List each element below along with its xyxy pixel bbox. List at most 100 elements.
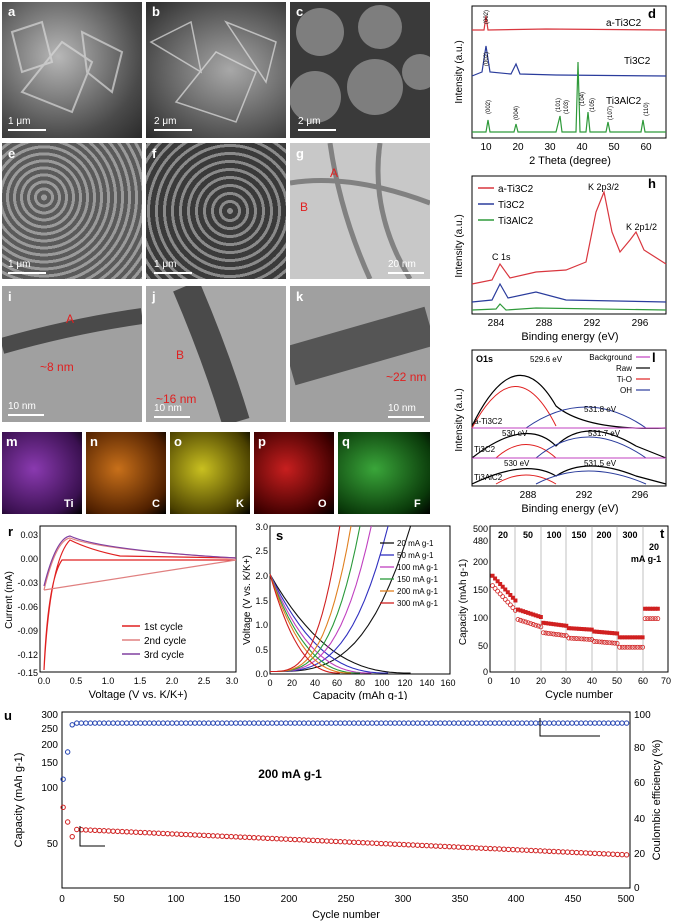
- rate-point-23: [549, 621, 554, 626]
- capacity-point-273: [369, 840, 375, 846]
- ce-point-325: [428, 720, 434, 726]
- capacity-point-25: [87, 827, 94, 833]
- ce-point-293: [392, 720, 398, 726]
- anno-j-b: B: [176, 348, 185, 362]
- xtick-s-7: 140: [419, 678, 434, 688]
- legend-r-1: 2nd cycle: [144, 636, 187, 647]
- rate-point-35: [579, 626, 584, 631]
- anno-h-k2p3: K 2p3/2: [588, 182, 619, 192]
- rate-point-open-54: [627, 644, 633, 650]
- capacity-point-353: [460, 844, 466, 851]
- rate-point-open-3: [497, 591, 503, 597]
- ce-point-133: [210, 720, 216, 726]
- capacity-point-9: [69, 833, 75, 840]
- anno-l-4: 530 eV: [504, 459, 530, 468]
- ce-point-193: [278, 720, 284, 726]
- capacity-point-421: [537, 848, 543, 854]
- ylabel-l: Intensity (a.u.): [454, 388, 465, 451]
- capacity-point-373: [483, 845, 489, 852]
- rate-point-1: [493, 576, 498, 581]
- ce-point-161: [242, 720, 248, 726]
- ce-point-1: [60, 776, 66, 782]
- capacity-point-209: [296, 837, 303, 843]
- capacity-point-473: [596, 850, 603, 857]
- anno-l-0: 529.6 eV: [530, 355, 563, 364]
- panel-label-j: j: [152, 289, 156, 304]
- ce-point-113: [187, 720, 194, 726]
- capacity-point-69: [137, 829, 144, 836]
- xtick-s-1: 20: [287, 678, 297, 688]
- y2tick-u-4: 80: [634, 743, 646, 754]
- ytick-u-3: 200: [41, 740, 58, 751]
- xlabel-u: Cycle number: [312, 909, 380, 921]
- ce-point-121: [196, 720, 203, 726]
- xtick-t-1: 10: [510, 676, 520, 686]
- capacity-point-137: [214, 833, 221, 839]
- ce-point-241: [333, 720, 339, 726]
- rate-point-22: [546, 621, 551, 626]
- capacity-point-73: [142, 829, 148, 836]
- scale-bar-i: [8, 414, 44, 416]
- rate-point-28: [561, 623, 566, 628]
- rate-point-open-59: [640, 644, 645, 650]
- capacity-point-337: [442, 843, 448, 850]
- xrd-line-a-ti3c2: [472, 15, 667, 31]
- ce-point-141: [219, 720, 225, 726]
- legend-s-0: 20 mA g-1: [397, 539, 434, 548]
- rate-point-open-7: [507, 602, 513, 608]
- rate-t-3: 150: [571, 530, 586, 540]
- anno-h-c1s: C 1s: [492, 252, 511, 262]
- legend-d-b: Ti3C2: [624, 56, 651, 67]
- rate-point-open-40: [591, 639, 597, 644]
- rate-point-open-36: [581, 636, 587, 642]
- rate-point-open-21: [543, 630, 549, 636]
- ce-point-117: [192, 720, 198, 726]
- ce-point-317: [419, 720, 425, 726]
- ce-point-485: [610, 720, 616, 726]
- rate-point-open-47: [609, 640, 615, 646]
- sem-image-a: [2, 2, 142, 138]
- ytick-s-5: 2.5: [255, 546, 268, 556]
- rate-point-open-51: [619, 644, 625, 650]
- panel-label-q: q: [342, 434, 350, 449]
- capacity-point-429: [546, 848, 553, 854]
- xtick-t-4: 40: [587, 676, 597, 686]
- capacity-point-425: [542, 848, 548, 854]
- ce-point-405: [519, 720, 525, 726]
- capacity-point-345: [451, 844, 457, 850]
- ce-point-101: [174, 720, 180, 726]
- xtick-u-9: 450: [565, 894, 582, 905]
- ce-point-397: [510, 720, 516, 726]
- panel-label-n: n: [90, 434, 98, 449]
- capacity-point-305: [405, 842, 412, 848]
- capacity-point-249: [342, 839, 348, 845]
- ytick-t-6: 500: [473, 524, 488, 534]
- eds-map-k: [170, 432, 250, 514]
- ylabel-d: Intensity (a.u.): [454, 40, 465, 103]
- rate-point-open-30: [566, 635, 572, 641]
- xtick-s-8: 160: [440, 678, 455, 688]
- tick-d-5: 60: [640, 142, 652, 153]
- capacity-point-5: [64, 819, 71, 825]
- rate-point-27: [559, 623, 564, 628]
- rate-point-open-62: [647, 616, 653, 622]
- capacity-point-221: [310, 837, 316, 844]
- ce-point-97: [169, 720, 175, 726]
- capacity-point-469: [592, 850, 598, 857]
- rate-point-open-29: [563, 633, 569, 639]
- gcd-discharge-5: [269, 574, 340, 674]
- capacity-point-261: [355, 839, 362, 846]
- rate-point-open-56: [632, 644, 638, 650]
- ce-point-165: [246, 720, 253, 726]
- capacity-point-289: [387, 841, 394, 847]
- capacity-point-381: [492, 846, 498, 852]
- capacity-point-165: [246, 834, 253, 841]
- sem-image-c: [290, 2, 430, 138]
- y2label-u: Coulombic efficiency (%): [651, 740, 663, 861]
- anno-l-1: 531.8 eV: [584, 405, 617, 414]
- capacity-point-401: [514, 847, 521, 853]
- rate-point-46: [607, 630, 612, 635]
- rate-point-open-33: [574, 636, 579, 641]
- ce-point-413: [528, 720, 534, 726]
- peak-label-d-6: (104): [580, 92, 586, 106]
